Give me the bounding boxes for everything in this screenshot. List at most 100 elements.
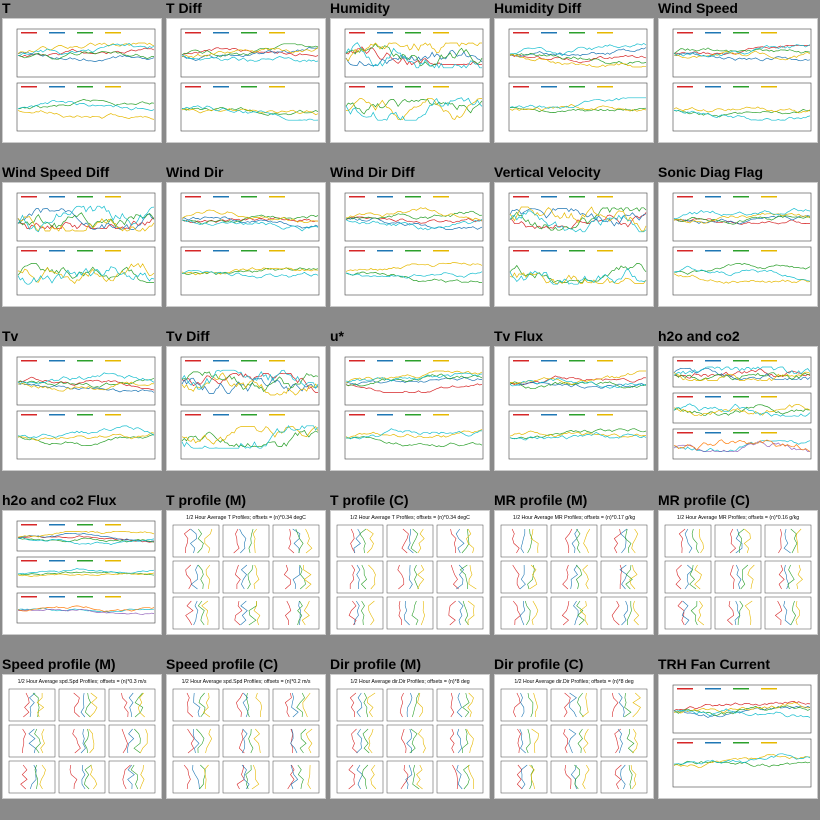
plot-thumbnail-cell[interactable]: Tv [0, 328, 164, 492]
plot-thumbnail-cell[interactable]: Dir profile (M) 1/2 Hour Average dir.Dir … [328, 656, 492, 820]
profile-line [236, 764, 245, 790]
plot-thumbnail-image[interactable] [658, 674, 818, 799]
plot-thumbnail-cell[interactable]: MR profile (C) 1/2 Hour Average MR Profil… [656, 492, 820, 656]
plot-thumbnail-cell[interactable]: Wind Dir [164, 164, 328, 328]
plot-thumbnail-image[interactable] [330, 346, 490, 471]
thumbnail-title[interactable]: Humidity [330, 0, 390, 16]
profile-line [183, 764, 191, 790]
plot-thumbnail-image[interactable] [494, 182, 654, 307]
thumbnail-title[interactable]: MR profile (C) [658, 492, 750, 508]
profile-panel-frame [336, 688, 384, 722]
legend-swatch [705, 32, 721, 34]
plot-thumbnail-cell[interactable]: h2o and co2 Flux [0, 492, 164, 656]
thumbnail-title[interactable]: Vertical Velocity [494, 164, 601, 180]
plot-thumbnail-cell[interactable]: Humidity Diff [492, 0, 656, 164]
thumbnail-title[interactable]: TRH Fan Current [658, 656, 770, 672]
profile-line [624, 692, 632, 718]
plot-thumbnail-cell[interactable]: Wind Dir Diff [328, 164, 492, 328]
plot-thumbnail-image[interactable]: 1/2 Hour Average MR Profiles; offsets = … [494, 510, 654, 635]
plot-thumbnail-image[interactable] [330, 18, 490, 143]
plot-thumbnail-image[interactable] [2, 182, 162, 307]
plot-thumbnail-image[interactable] [494, 346, 654, 471]
plot-thumbnail-cell[interactable]: Sonic Diag Flag [656, 164, 820, 328]
plot-thumbnail-image[interactable]: 1/2 Hour Average spd.Spd Profiles; offse… [166, 674, 326, 799]
thumbnail-title[interactable]: Speed profile (M) [2, 656, 116, 672]
plot-thumbnail-image[interactable]: 1/2 Hour Average T Profiles; offsets = (… [166, 510, 326, 635]
plot-thumbnail-image[interactable]: 1/2 Hour Average dir.Dir Profiles; offse… [330, 674, 490, 799]
plot-thumbnail-image[interactable] [2, 510, 162, 635]
plot-panel-frame [508, 356, 648, 406]
plot-thumbnail-image[interactable]: 1/2 Hour Average spd.Spd Profiles; offse… [2, 674, 162, 799]
thumbnail-title[interactable]: T profile (M) [166, 492, 247, 508]
thumbnail-title[interactable]: Wind Speed Diff [2, 164, 110, 180]
plot-thumbnail-cell[interactable]: TRH Fan Current [656, 656, 820, 820]
plot-thumbnail-graphic [672, 28, 812, 132]
thumbnail-title[interactable]: Dir profile (M) [330, 656, 421, 672]
thumbnail-title[interactable]: T [2, 0, 11, 16]
profile-panel-frame [336, 760, 384, 794]
plot-thumbnail-graphic: 1/2 Hour Average T Profiles; offsets = (… [172, 515, 320, 630]
thumbnail-title[interactable]: T Diff [166, 0, 202, 16]
thumbnail-title[interactable]: Humidity Diff [494, 0, 582, 16]
profile-line [291, 692, 299, 718]
plot-thumbnail-image[interactable] [658, 346, 818, 471]
legend-swatch [677, 360, 693, 362]
plot-thumbnail-cell[interactable]: u* [328, 328, 492, 492]
plot-thumbnail-image[interactable] [658, 182, 818, 307]
plot-thumbnail-image[interactable]: 1/2 Hour Average MR Profiles; offsets = … [658, 510, 818, 635]
thumbnail-title[interactable]: Speed profile (C) [166, 656, 279, 672]
profile-line [356, 564, 361, 590]
plot-thumbnail-cell[interactable]: T [0, 0, 164, 164]
plot-thumbnail-image[interactable] [330, 182, 490, 307]
plot-thumbnail-image[interactable] [2, 346, 162, 471]
thumbnail-title[interactable]: u* [330, 328, 344, 344]
legend-swatch [49, 596, 65, 598]
plot-thumbnail-image[interactable] [166, 346, 326, 471]
series-line [673, 212, 811, 224]
plot-thumbnail-cell[interactable]: Wind Speed Diff [0, 164, 164, 328]
series-line [673, 367, 811, 381]
plot-thumbnail-cell[interactable]: Speed profile (C) 1/2 Hour Average spd.Sp… [164, 656, 328, 820]
plot-thumbnail-image[interactable] [2, 18, 162, 143]
plot-thumbnail-cell[interactable]: Tv Flux [492, 328, 656, 492]
plot-thumbnail-cell[interactable]: T Diff [164, 0, 328, 164]
plot-thumbnail-image[interactable]: 1/2 Hour Average dir.Dir Profiles; offse… [494, 674, 654, 799]
thumbnail-title[interactable]: T profile (C) [330, 492, 409, 508]
profile-line [565, 528, 573, 554]
plot-thumbnail-image[interactable]: 1/2 Hour Average T Profiles; offsets = (… [330, 510, 490, 635]
profile-line [513, 692, 521, 718]
thumbnail-title[interactable]: Dir profile (C) [494, 656, 584, 672]
thumbnail-title[interactable]: Tv Flux [494, 328, 544, 344]
thumbnail-title[interactable]: Sonic Diag Flag [658, 164, 764, 180]
profile-line [456, 764, 463, 790]
plot-thumbnail-cell[interactable]: T profile (M) 1/2 Hour Average T Profiles… [164, 492, 328, 656]
plot-thumbnail-image[interactable] [166, 182, 326, 307]
plot-thumbnail-cell[interactable]: Wind Speed [656, 0, 820, 164]
profile-line [529, 764, 535, 790]
thumbnail-title[interactable]: MR profile (M) [494, 492, 588, 508]
plot-thumbnail-cell[interactable]: Humidity [328, 0, 492, 164]
plot-thumbnail-image[interactable] [658, 18, 818, 143]
legend-swatch [541, 32, 557, 34]
series-line [673, 106, 811, 114]
thumbnail-title[interactable]: Wind Dir [166, 164, 224, 180]
thumbnail-title[interactable]: h2o and co2 [658, 328, 740, 344]
plot-thumbnail-cell[interactable]: Dir profile (C) 1/2 Hour Average dir.Dir … [492, 656, 656, 820]
thumbnail-title[interactable]: Wind Speed [658, 0, 738, 16]
plot-thumbnail-image[interactable] [166, 18, 326, 143]
profile-line [575, 564, 583, 590]
thumbnail-title[interactable]: Wind Dir Diff [330, 164, 415, 180]
thumbnail-title[interactable]: Tv [2, 328, 19, 344]
plot-thumbnail-cell[interactable]: MR profile (M) 1/2 Hour Average MR Profil… [492, 492, 656, 656]
plot-thumbnail-cell[interactable]: T profile (C) 1/2 Hour Average T Profiles… [328, 492, 492, 656]
profile-panel-frame [172, 724, 220, 758]
thumbnail-title[interactable]: Tv Diff [166, 328, 210, 344]
plot-thumbnail-cell[interactable]: Vertical Velocity [492, 164, 656, 328]
thumbnail-title[interactable]: h2o and co2 Flux [2, 492, 117, 508]
profile-line [295, 528, 304, 554]
plot-thumbnail-cell[interactable]: Speed profile (M) 1/2 Hour Average spd.Sp… [0, 656, 164, 820]
plot-thumbnail-image[interactable] [494, 18, 654, 143]
plot-thumbnail-cell[interactable]: Tv Diff [164, 328, 328, 492]
plot-thumbnail-cell[interactable]: h2o and co2 [656, 328, 820, 492]
series-line [509, 208, 647, 227]
